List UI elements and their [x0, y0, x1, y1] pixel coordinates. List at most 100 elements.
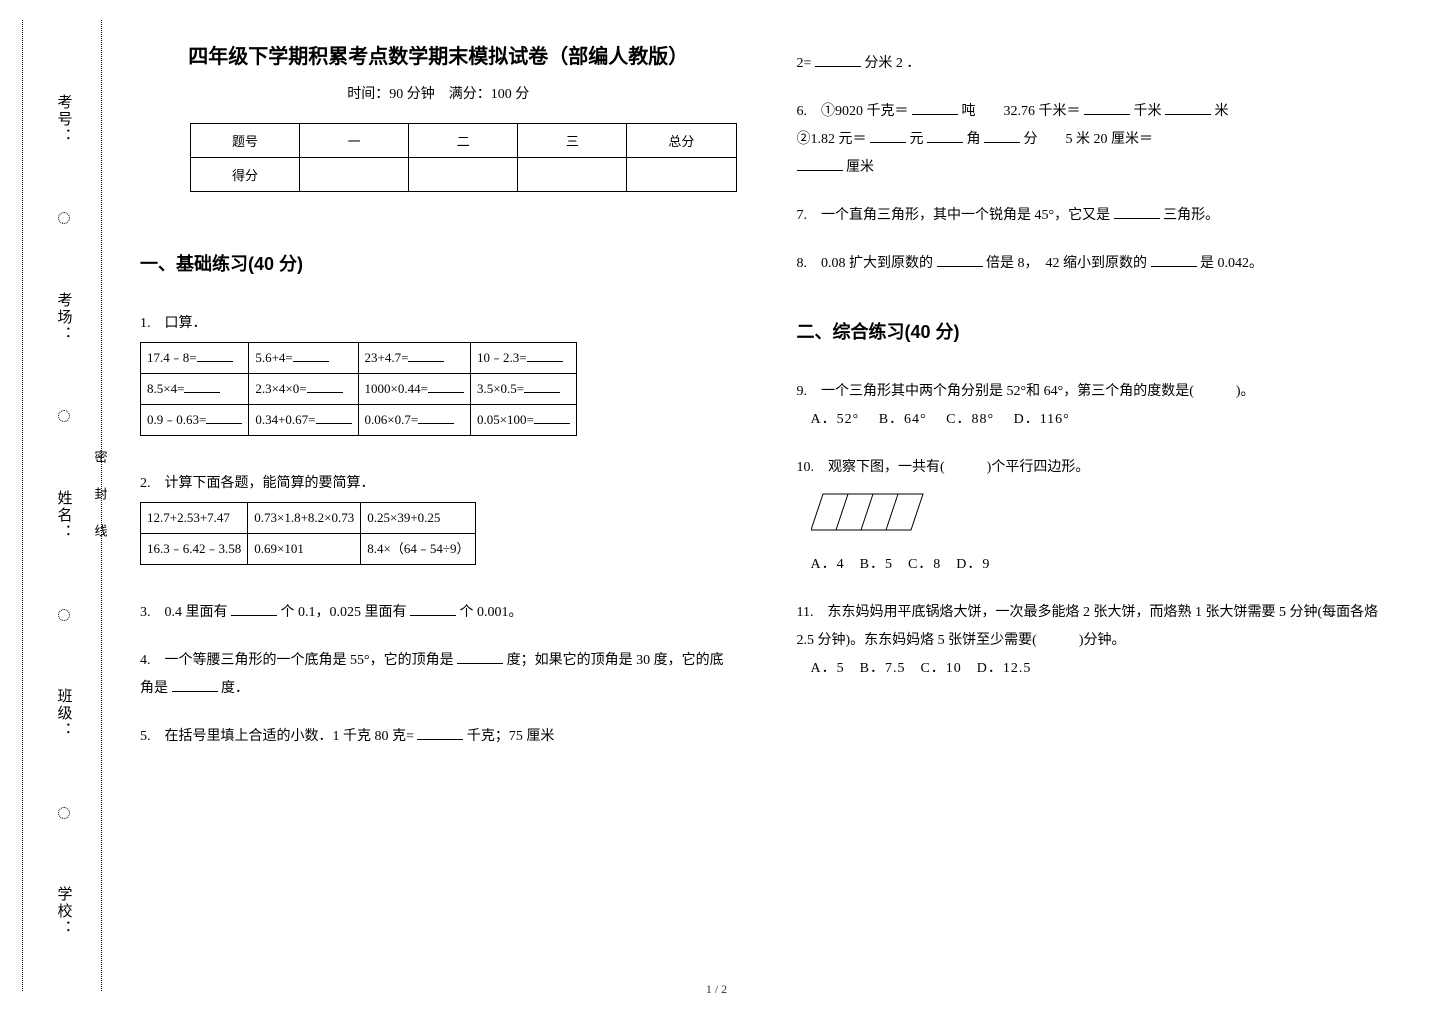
right-column: 2= 分米 2 ． 6. ①9020 千克＝ 吨 32.76 千米＝ 千米 米 …: [797, 40, 1394, 971]
q6-text: 分: [1024, 132, 1038, 147]
seal-text: 密封线: [91, 450, 110, 561]
answer-blank[interactable]: [428, 380, 464, 393]
calc-expr: 0.05×100=: [477, 412, 534, 427]
score-table: 题号 一 二 三 总分 得分: [190, 123, 737, 192]
binding-ring: [58, 609, 70, 621]
q6-text: 米: [1215, 104, 1229, 119]
q2-table: 12.7+2.53+7.47 0.73×1.8+8.2×0.73 0.25×39…: [140, 502, 476, 565]
q10-options[interactable]: A．4 B．5 C．8 D．9: [811, 551, 1394, 579]
question-2: 2. 计算下面各题，能简算的要简算． 12.7+2.53+7.47 0.73×1…: [140, 470, 737, 579]
answer-blank[interactable]: [937, 253, 983, 267]
answer-blank[interactable]: [184, 380, 220, 393]
question-5-cont: 2= 分米 2 ．: [797, 50, 1394, 78]
score-header: 一: [300, 124, 409, 158]
q5-text: 分米 2 ．: [864, 56, 920, 71]
answer-blank[interactable]: [457, 650, 503, 664]
q10-stem: 10. 观察下图，一共有( )个平行四边形。: [797, 454, 1394, 482]
q8-text: 倍是 8， 42 缩小到原数的: [986, 256, 1147, 271]
q3-text: 3. 0.4 里面有: [140, 605, 228, 620]
question-11: 11. 东东妈妈用平底锅烙大饼，一次最多能烙 2 张大饼，而烙熟 1 张大饼需要…: [797, 599, 1394, 683]
answer-blank[interactable]: [524, 380, 560, 393]
exam-title: 四年级下学期积累考点数学期末模拟试卷（部编人教版）: [140, 40, 737, 69]
q2-stem: 2. 计算下面各题，能简算的要简算．: [140, 470, 737, 498]
calc-expr: 17.4﹣8=: [147, 350, 197, 365]
calc-expr: 0.34+0.67=: [255, 412, 315, 427]
answer-blank[interactable]: [418, 411, 454, 424]
answer-blank[interactable]: [197, 349, 233, 362]
q4-text: 度．: [221, 681, 249, 696]
q11-options[interactable]: A．5 B．7.5 C．10 D．12.5: [811, 655, 1394, 683]
binding-ring: [58, 410, 70, 422]
score-header: 总分: [627, 124, 736, 158]
section-heading-1: 一、基础练习(40 分): [140, 250, 737, 276]
binding-label: 姓名：: [54, 490, 75, 541]
answer-blank[interactable]: [912, 101, 958, 115]
answer-blank[interactable]: [1165, 101, 1211, 115]
table-row: 8.5×4= 2.3×4×0= 1000×0.44= 3.5×0.5=: [141, 374, 577, 405]
score-cell[interactable]: [518, 158, 627, 192]
q9-options[interactable]: A．52° B．64° C．88° D．116°: [811, 406, 1394, 434]
score-cell[interactable]: [627, 158, 736, 192]
answer-blank[interactable]: [927, 129, 963, 143]
score-header: 题号: [191, 124, 300, 158]
answer-blank[interactable]: [206, 411, 242, 424]
calc-expr: 1000×0.44=: [365, 381, 428, 396]
q11-stem: 11. 东东妈妈用平底锅烙大饼，一次最多能烙 2 张大饼，而烙熟 1 张大饼需要…: [797, 599, 1394, 655]
table-row: 17.4﹣8= 5.6+4= 23+4.7= 10﹣2.3=: [141, 343, 577, 374]
calc-expr: 5.6+4=: [255, 350, 292, 365]
page-number: 1 / 2: [0, 982, 1433, 997]
binding-ring: [58, 212, 70, 224]
calc-expr: 0.9﹣0.63=: [147, 412, 206, 427]
answer-blank[interactable]: [797, 157, 843, 171]
q6-text: 千米: [1134, 104, 1162, 119]
q3-text: 个 0.001。: [460, 605, 523, 620]
q6-text: ②1.82 元＝: [797, 132, 867, 147]
q6-text: 厘米: [846, 160, 874, 175]
answer-blank[interactable]: [534, 411, 570, 424]
left-column: 四年级下学期积累考点数学期末模拟试卷（部编人教版） 时间：90 分钟 满分：10…: [140, 40, 737, 971]
answer-blank[interactable]: [417, 726, 463, 740]
parallelogram-figure: [811, 490, 1394, 545]
q7-text: 7. 一个直角三角形，其中一个锐角是 45°，它又是: [797, 208, 1111, 223]
q8-text: 8. 0.08 扩大到原数的: [797, 256, 934, 271]
question-4: 4. 一个等腰三角形的一个底角是 55°，它的顶角是 度；如果它的顶角是 30 …: [140, 647, 737, 703]
answer-blank[interactable]: [231, 602, 277, 616]
answer-blank[interactable]: [307, 380, 343, 393]
calc-expr: 2.3×4×0=: [255, 381, 306, 396]
answer-blank[interactable]: [172, 678, 218, 692]
answer-blank[interactable]: [815, 53, 861, 67]
section-heading-2: 二、综合练习(40 分): [797, 318, 1394, 344]
q1-table: 17.4﹣8= 5.6+4= 23+4.7= 10﹣2.3= 8.5×4= 2.…: [140, 342, 577, 436]
q6-text: 6. ①9020 千克＝: [797, 104, 909, 119]
q6-text: 5 米 20 厘米＝: [1066, 132, 1154, 147]
q5-text: 5. 在括号里填上合适的小数．1 千克 80 克=: [140, 729, 414, 744]
table-row: 16.3﹣6.42﹣3.58 0.69×101 8.4×（64﹣54÷9）: [141, 534, 476, 565]
answer-blank[interactable]: [1114, 205, 1160, 219]
answer-blank[interactable]: [408, 349, 444, 362]
calc-expr: 12.7+2.53+7.47: [141, 503, 248, 534]
binding-label: 考号：: [54, 94, 75, 145]
score-cell[interactable]: [409, 158, 518, 192]
q4-text: 4. 一个等腰三角形的一个底角是 55°，它的顶角是: [140, 653, 454, 668]
calc-expr: 0.25×39+0.25: [361, 503, 476, 534]
score-header: 三: [518, 124, 627, 158]
answer-blank[interactable]: [316, 411, 352, 424]
table-row: 题号 一 二 三 总分: [191, 124, 737, 158]
seal-line-text: 密封线: [92, 120, 108, 891]
score-row-label: 得分: [191, 158, 300, 192]
answer-blank[interactable]: [293, 349, 329, 362]
answer-blank[interactable]: [1084, 101, 1130, 115]
question-8: 8. 0.08 扩大到原数的 倍是 8， 42 缩小到原数的 是 0.042。: [797, 250, 1394, 278]
question-10: 10. 观察下图，一共有( )个平行四边形。 A．4 B．5 C．8 D．9: [797, 454, 1394, 579]
answer-blank[interactable]: [870, 129, 906, 143]
q1-stem: 1. 口算．: [140, 310, 737, 338]
q8-text: 是 0.042。: [1200, 256, 1263, 271]
score-header: 二: [409, 124, 518, 158]
score-cell[interactable]: [300, 158, 409, 192]
table-row: 12.7+2.53+7.47 0.73×1.8+8.2×0.73 0.25×39…: [141, 503, 476, 534]
answer-blank[interactable]: [410, 602, 456, 616]
answer-blank[interactable]: [527, 349, 563, 362]
answer-blank[interactable]: [984, 129, 1020, 143]
q9-stem: 9. 一个三角形其中两个角分别是 52°和 64°，第三个角的度数是( )。: [797, 378, 1394, 406]
answer-blank[interactable]: [1151, 253, 1197, 267]
